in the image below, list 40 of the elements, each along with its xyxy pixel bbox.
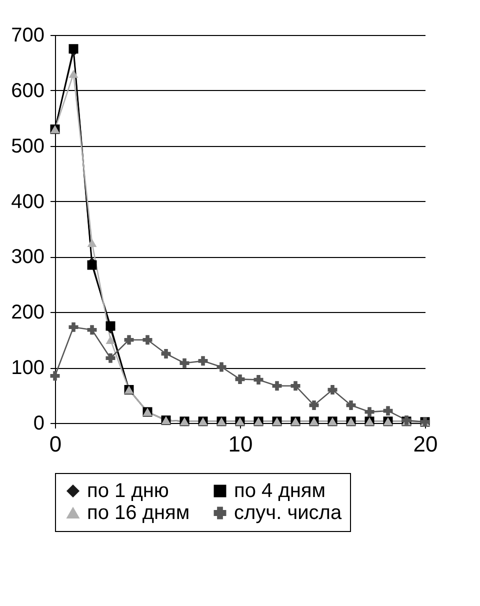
legend-label: по 16 дням [87,502,190,524]
point [142,335,152,345]
y-tick-label: 700 [11,24,44,46]
point [290,381,300,391]
x-tick-label: 20 [413,432,438,456]
point [68,44,78,54]
y-tick-label: 600 [11,80,44,102]
y-tick-label: 200 [11,302,44,324]
y-tick-label: 400 [11,190,44,213]
x-tick-label: 10 [228,432,253,456]
x-tick-label: 0 [49,432,62,456]
legend-label: случ. числа [234,502,342,524]
point [106,321,116,331]
point [180,358,190,368]
point [106,336,116,344]
point [216,362,226,372]
legend-label: по 4 дням [234,480,326,502]
point [68,70,78,78]
point [161,348,171,358]
y-tick-label: 0 [33,412,44,434]
point [87,260,97,270]
point [328,385,338,394]
point [87,238,97,247]
point [383,406,393,416]
point [254,375,264,385]
point [346,400,356,410]
point [68,322,78,332]
point [364,407,374,417]
point [106,353,116,363]
point [272,381,282,391]
y-tick-label: 300 [11,246,44,268]
legend-label: по 1 дню [87,480,169,502]
y-tick-label: 100 [11,357,44,380]
point [235,374,245,384]
point [124,335,134,345]
point [50,371,60,381]
point [87,325,97,335]
point [198,356,208,366]
y-tick-label: 500 [11,135,44,158]
point [309,400,319,410]
